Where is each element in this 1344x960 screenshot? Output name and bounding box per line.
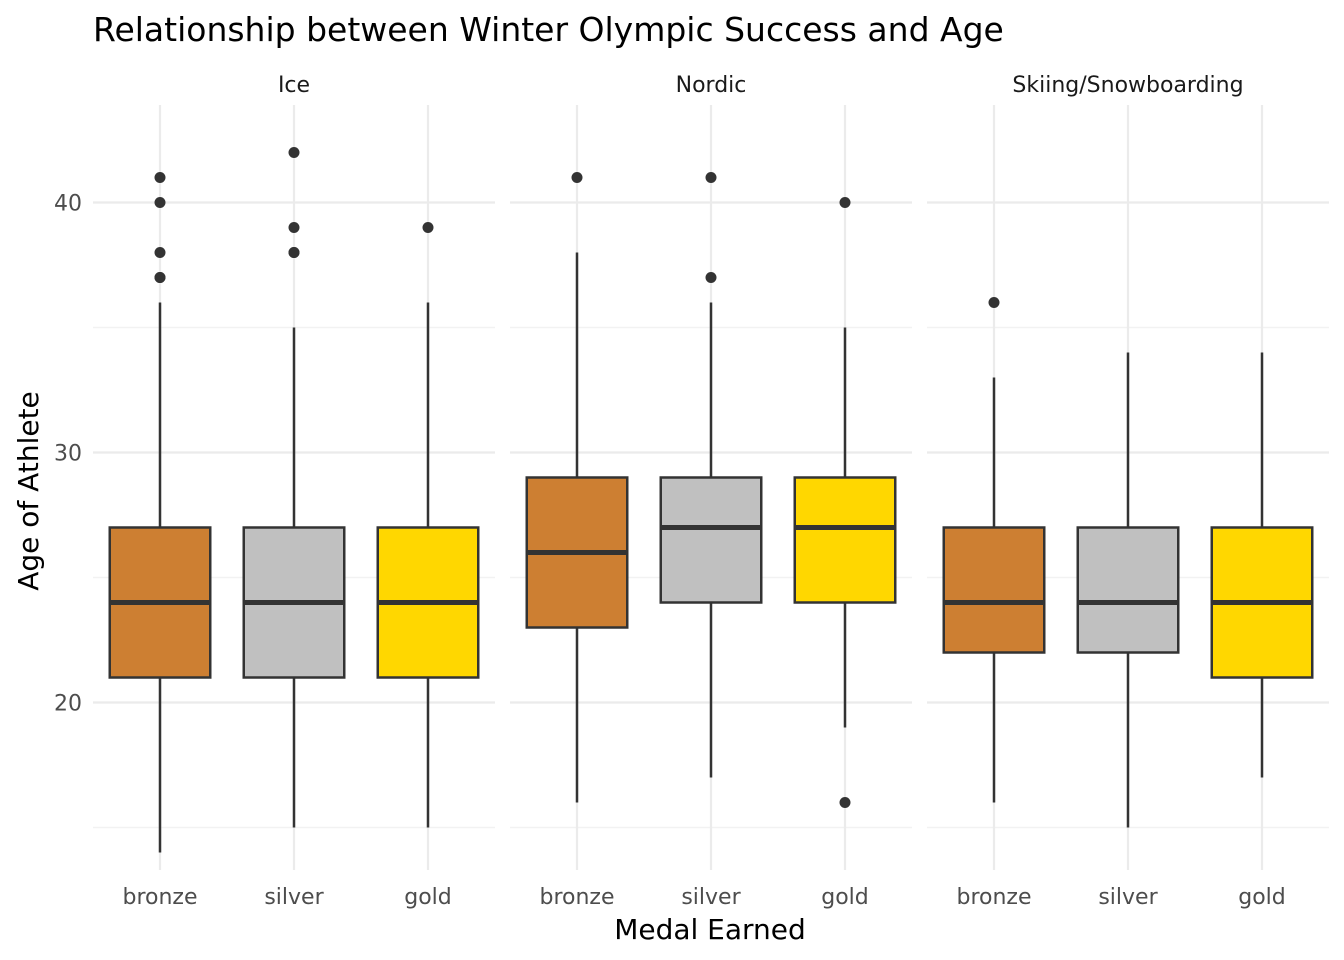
- facet-panels: Ice bronze silver gold Nordic bronze silver gol…: [93, 73, 1329, 910]
- y-axis-title: Age of Athlete: [12, 391, 45, 591]
- outlier-point: [154, 172, 166, 183]
- y-axis-ticks: 20 30 40: [54, 192, 82, 717]
- x-tick-label: bronze: [122, 885, 197, 910]
- panel-skiing-snowboarding: Skiing/Snowboarding bronze silver gold: [927, 73, 1329, 910]
- x-tick-label: bronze: [956, 885, 1031, 910]
- box-gold: [376, 222, 480, 828]
- box-gold: [793, 197, 897, 808]
- outlier-point: [288, 247, 300, 258]
- outlier-point: [288, 222, 300, 233]
- box-silver: [242, 147, 346, 828]
- outlier-point: [422, 222, 434, 233]
- strip-label: Ice: [278, 73, 310, 98]
- x-tick-label: silver: [264, 885, 324, 910]
- box-body: [793, 476, 897, 604]
- box-body: [1076, 526, 1180, 654]
- outlier-point: [839, 797, 851, 808]
- chart-title: Relationship between Winter Olympic Succ…: [93, 10, 1004, 49]
- box-gold: [1210, 352, 1314, 778]
- outlier-point: [288, 147, 300, 158]
- box-silver: [659, 172, 763, 778]
- y-tick-label: 30: [54, 442, 82, 467]
- outlier-point: [839, 197, 851, 208]
- x-tick-label: gold: [821, 885, 869, 910]
- x-tick-label: gold: [404, 885, 452, 910]
- x-tick-label: gold: [1238, 885, 1286, 910]
- outlier-point: [705, 272, 717, 283]
- panel-ice: Ice bronze silver gold: [93, 73, 495, 910]
- box-body: [659, 476, 763, 604]
- y-tick-label: 20: [54, 692, 82, 717]
- strip-label: Nordic: [676, 73, 747, 98]
- x-axis-title: Medal Earned: [614, 913, 806, 946]
- x-tick-label: silver: [1098, 885, 1158, 910]
- outlier-point: [988, 297, 1000, 308]
- outlier-point: [154, 247, 166, 258]
- x-tick-label: bronze: [539, 885, 614, 910]
- outlier-point: [154, 197, 166, 208]
- panel-nordic: Nordic bronze silver gold: [510, 73, 912, 910]
- box-bronze: [942, 297, 1046, 803]
- box-bronze: [108, 172, 212, 853]
- box-body: [942, 526, 1046, 654]
- outlier-point: [705, 172, 717, 183]
- strip-label: Skiing/Snowboarding: [1012, 73, 1243, 98]
- box-silver: [1076, 352, 1180, 828]
- outlier-point: [571, 172, 583, 183]
- outlier-point: [154, 272, 166, 283]
- x-tick-label: silver: [681, 885, 741, 910]
- box-bronze: [525, 172, 629, 803]
- y-tick-label: 40: [54, 192, 82, 217]
